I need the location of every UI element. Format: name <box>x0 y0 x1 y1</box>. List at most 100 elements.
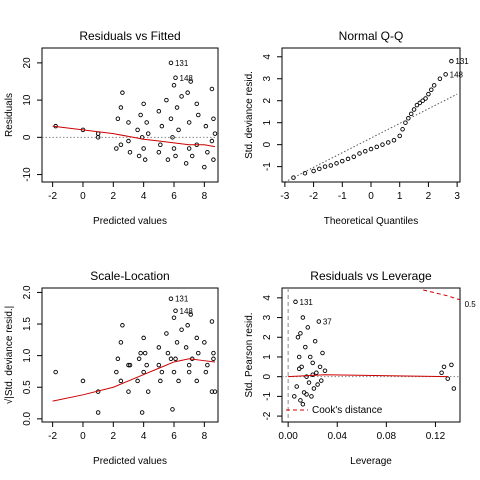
panel: Scale-Location Predicted values √|Std. dev… <box>3 269 219 467</box>
point <box>159 369 165 375</box>
point <box>171 82 177 88</box>
point <box>194 101 200 107</box>
point-label: 131 <box>175 295 189 304</box>
point <box>115 356 121 362</box>
point <box>368 146 374 152</box>
x-tick-label: 2 <box>111 191 117 202</box>
point <box>156 362 162 368</box>
point <box>158 142 163 148</box>
point <box>292 394 297 399</box>
point <box>437 76 443 82</box>
panel: Residuals vs Fitted Predicted values Resid… <box>4 29 219 227</box>
point <box>142 350 148 356</box>
legend-label: Cook's distance <box>312 405 383 416</box>
y-tick-label: 0.5 <box>22 380 33 394</box>
point <box>211 350 216 356</box>
point <box>209 319 215 324</box>
point <box>449 58 454 64</box>
point <box>445 376 450 381</box>
x-tick-label: 0.12 <box>426 431 446 442</box>
plot-area <box>42 60 218 170</box>
point <box>168 116 174 121</box>
point <box>114 146 119 151</box>
point <box>380 142 385 147</box>
point <box>53 369 58 375</box>
point <box>171 369 177 375</box>
plot-area <box>284 58 458 182</box>
point <box>449 362 454 368</box>
point <box>173 153 178 159</box>
panel: Normal Q-Q Theoretical Quantiles Std. devi… <box>244 29 469 227</box>
y-tick-label: 2 <box>262 98 273 104</box>
point <box>196 112 201 118</box>
point <box>196 350 201 356</box>
y-tick-label: 20 <box>22 57 33 69</box>
y-axis-label: √|Std. deviance resid.| <box>3 306 15 405</box>
point-label: 131 <box>300 298 314 307</box>
line <box>284 93 458 182</box>
point <box>209 86 215 92</box>
panel-title: Scale-Location <box>90 269 169 283</box>
point <box>120 323 125 328</box>
point <box>95 410 101 415</box>
point <box>194 378 200 384</box>
point <box>168 60 174 66</box>
point <box>156 109 162 114</box>
point <box>189 153 195 159</box>
point <box>320 350 325 356</box>
y-tick-label: 4 <box>262 54 273 60</box>
point <box>397 133 402 139</box>
point <box>183 345 189 350</box>
point <box>310 372 315 377</box>
point <box>126 389 131 394</box>
point <box>186 369 192 375</box>
point-label: 148 <box>180 74 194 83</box>
point <box>135 378 140 384</box>
line <box>288 374 448 378</box>
point <box>417 100 423 106</box>
point <box>304 374 309 379</box>
x-tick-label: -1 <box>338 191 347 202</box>
y-tick-label: 10 <box>22 94 33 106</box>
point <box>205 149 210 155</box>
x-axis-label: Predicted values <box>93 216 167 227</box>
point <box>202 340 207 345</box>
point <box>439 370 444 375</box>
point <box>168 296 174 301</box>
point <box>183 161 189 166</box>
point <box>374 144 379 150</box>
point <box>176 127 181 133</box>
point <box>296 366 302 372</box>
point <box>120 90 125 95</box>
panel-title: Residuals vs Fitted <box>79 29 180 43</box>
point <box>126 362 131 368</box>
x-tick-label: 0 <box>368 191 374 202</box>
point <box>171 146 177 151</box>
x-tick-label: 0 <box>80 431 86 442</box>
x-axis-label: Theoretical Quantiles <box>324 216 419 227</box>
y-tick-label: 2.0 <box>22 285 33 299</box>
y-tick-label: -10 <box>22 167 33 182</box>
point <box>179 94 184 99</box>
point <box>300 315 306 320</box>
x-axis-label: Leverage <box>350 456 392 467</box>
point <box>173 356 178 362</box>
point <box>202 164 207 170</box>
point <box>300 402 306 407</box>
point <box>173 75 178 81</box>
point <box>115 116 121 121</box>
point <box>431 83 437 88</box>
point <box>159 123 165 129</box>
point <box>141 101 146 107</box>
point <box>209 389 215 394</box>
point <box>306 380 312 385</box>
point <box>291 175 296 180</box>
point <box>211 157 216 162</box>
point-label: 37 <box>323 318 332 327</box>
point-label: 0.5 <box>465 300 477 309</box>
point <box>400 127 405 132</box>
point <box>296 354 302 360</box>
point <box>171 315 177 320</box>
point <box>315 382 320 387</box>
point <box>188 312 193 317</box>
